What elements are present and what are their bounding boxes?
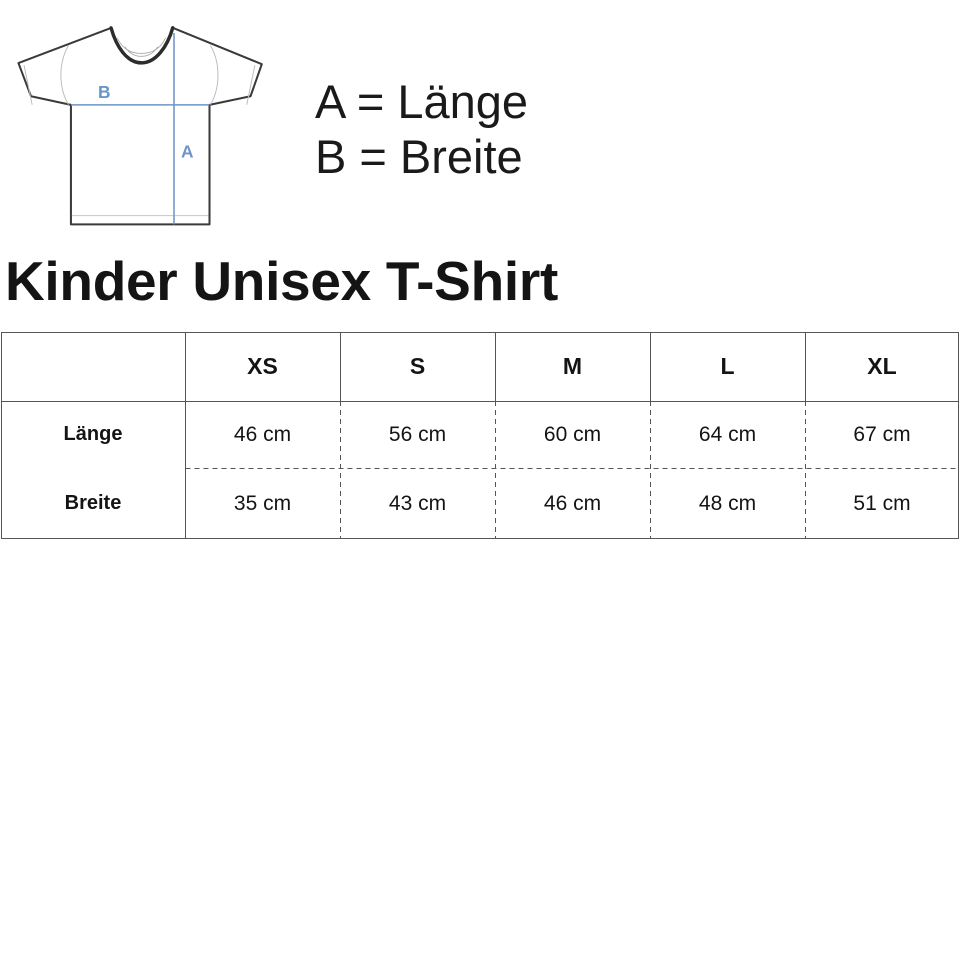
svg-text:A: A xyxy=(181,142,194,162)
svg-text:B: B xyxy=(98,82,111,102)
